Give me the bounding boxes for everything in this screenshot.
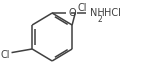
- Text: 2: 2: [97, 15, 102, 24]
- Text: Cl: Cl: [0, 50, 10, 60]
- Text: Cl: Cl: [77, 3, 87, 13]
- Text: HCl: HCl: [104, 8, 121, 18]
- Text: NH: NH: [90, 8, 105, 18]
- Text: O: O: [69, 8, 77, 18]
